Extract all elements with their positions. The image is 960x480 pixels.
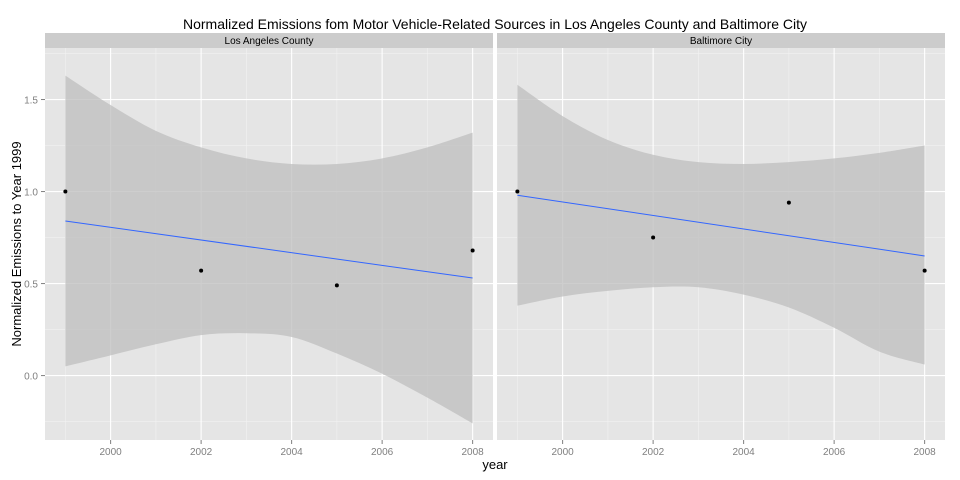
x-tick-label: 2000 bbox=[99, 447, 122, 458]
y-axis-label: Normalized Emissions to Year 1999 bbox=[9, 141, 24, 346]
x-tick-label: 2002 bbox=[642, 447, 665, 458]
x-tick-label: 2002 bbox=[190, 447, 213, 458]
fit-line bbox=[517, 194, 925, 257]
data-point bbox=[515, 189, 520, 194]
x-axis-label: year bbox=[482, 457, 508, 472]
x-tick-label: 2008 bbox=[914, 447, 937, 458]
facet-strip bbox=[45, 33, 493, 48]
confidence-band bbox=[517, 84, 925, 365]
facet-strip bbox=[497, 33, 945, 48]
y-tick-label: 0.5 bbox=[24, 280, 38, 291]
fit-line bbox=[65, 220, 473, 279]
facet-strip-label: Los Angeles County bbox=[225, 36, 314, 47]
panel-los-angeles-county: Los Angeles County 2000 2002 2004 2006 2008 bbox=[45, 33, 493, 458]
data-point bbox=[922, 268, 927, 273]
y-tick-label: 0.0 bbox=[24, 372, 38, 383]
data-point bbox=[651, 235, 656, 240]
data-point bbox=[199, 268, 204, 273]
x-tick-label: 2004 bbox=[281, 447, 304, 458]
x-tick-label: 2006 bbox=[371, 447, 394, 458]
x-tick-label: 2006 bbox=[823, 447, 846, 458]
x-tick-label: 2004 bbox=[733, 447, 756, 458]
panels: 0.0 0.5 1.0 1.5 Los Angeles County 2000 2002 20… bbox=[24, 33, 945, 458]
y-tick-label: 1.0 bbox=[24, 188, 38, 199]
y-tick-label: 1.5 bbox=[24, 96, 38, 107]
data-point bbox=[786, 200, 791, 205]
data-point bbox=[334, 283, 339, 288]
data-point bbox=[470, 248, 475, 253]
x-tick-label: 2008 bbox=[462, 447, 485, 458]
panel-baltimore-city: Baltimore City 2000 2002 2004 2006 2008 bbox=[497, 33, 945, 458]
facet-strip-label: Baltimore City bbox=[690, 36, 752, 47]
chart-title: Normalized Emissions fom Motor Vehicle-R… bbox=[183, 16, 807, 32]
x-tick-label: 2000 bbox=[551, 447, 574, 458]
data-point bbox=[63, 189, 68, 194]
